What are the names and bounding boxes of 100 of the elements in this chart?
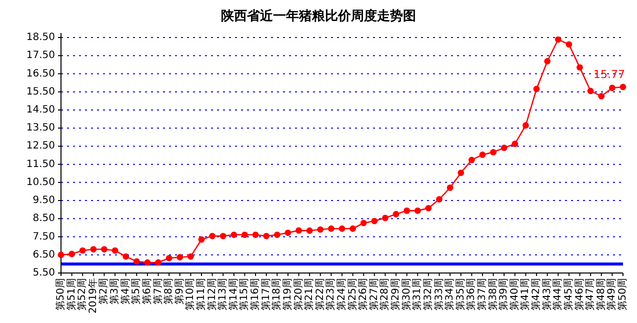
point [350, 225, 356, 232]
point [414, 207, 421, 214]
point [468, 156, 475, 164]
point [392, 210, 400, 218]
y-tick-label: 11.50 [26, 158, 55, 170]
x-tick-label: 第16周 [249, 278, 262, 311]
point [230, 232, 238, 238]
point [425, 204, 432, 212]
point [500, 144, 508, 152]
point [176, 254, 184, 260]
point [155, 259, 162, 266]
x-tick-label: 第6周 [140, 278, 153, 304]
point [436, 196, 442, 202]
point [68, 250, 76, 258]
y-tick-label: 7.50 [32, 231, 55, 242]
x-tick-label: 第12周 [206, 278, 218, 311]
y-tick-label: 14.50 [26, 104, 55, 116]
x-tick-label: 第45周 [562, 278, 574, 311]
y-tick-label: 17.50 [26, 50, 55, 62]
x-tick-label: 第13周 [216, 278, 229, 311]
point [187, 253, 194, 260]
point [371, 218, 378, 224]
x-tick-label: 第9周 [173, 278, 186, 304]
x-tick-label: 第41周 [519, 278, 532, 311]
data-label: 15.77 [594, 68, 625, 81]
x-tick-label: 第38周 [486, 278, 499, 311]
point [620, 84, 626, 90]
x-tick-label: 第25周 [346, 278, 358, 311]
y-tick-label: 5.50 [32, 268, 55, 278]
x-tick-label: 第36周 [465, 278, 478, 311]
point [263, 232, 270, 240]
point [544, 58, 551, 64]
x-tick-label: 第23周 [324, 278, 337, 311]
x-tick-label: 第33周 [432, 278, 445, 311]
point [166, 254, 172, 262]
point [608, 84, 616, 92]
x-tick-label: 第8周 [162, 278, 175, 304]
x-tick-label: 第11周 [195, 278, 207, 311]
x-tick-label: 第46周 [573, 278, 586, 311]
point [533, 86, 540, 92]
point [598, 93, 605, 100]
x-tick-label: 第14周 [227, 278, 240, 311]
point [566, 41, 572, 48]
x-tick-label: 第50周 [54, 278, 66, 311]
chart-title: 陕西省近一年猪粮比价周度走势图 [221, 8, 416, 24]
x-tick-label: 第31周 [411, 278, 424, 311]
x-tick-label: 第32周 [422, 278, 434, 311]
point [576, 64, 583, 71]
x-tick-label: 第27周 [368, 278, 380, 311]
x-tick-label: 第44周 [552, 278, 564, 311]
y-tick-label: 8.50 [32, 213, 55, 224]
point [382, 214, 388, 222]
x-tick-label: 第42周 [530, 278, 542, 311]
x-tick-label: 第17周 [260, 278, 272, 311]
x-tick-label: 第4周 [119, 278, 132, 304]
point [522, 122, 529, 129]
x-tick-label: 第40周 [508, 278, 520, 311]
point [479, 152, 486, 158]
x-tick-label: 第22周 [314, 278, 326, 311]
x-tick-label: 第39周 [498, 278, 510, 311]
y-tick-label: 9.50 [32, 195, 55, 206]
point [296, 227, 302, 234]
point [252, 232, 259, 238]
x-tick-label: 第2周 [98, 278, 110, 304]
point [209, 232, 216, 240]
point [317, 226, 324, 233]
point [122, 253, 130, 260]
point [490, 148, 497, 156]
point [133, 258, 140, 265]
x-tick-label: 第5周 [130, 278, 142, 304]
x-tick-label: 第20周 [292, 278, 304, 311]
point [338, 225, 346, 232]
x-tick-label: 第34周 [444, 278, 456, 311]
point [512, 140, 518, 148]
x-tick-label: 第50周 [616, 278, 628, 311]
x-tick-label: 第43周 [540, 278, 553, 311]
x-tick-label: 第37周 [476, 278, 488, 311]
point [328, 225, 334, 232]
x-tick-label: 第7周 [152, 278, 164, 304]
point [101, 246, 108, 252]
point [554, 36, 562, 43]
point [144, 259, 151, 266]
x-tick-label: 第18周 [270, 278, 283, 311]
x-tick-label: 第29周 [390, 278, 402, 311]
y-tick-label: 18.50 [26, 32, 55, 44]
point [306, 227, 313, 234]
point [79, 247, 86, 254]
point [274, 232, 280, 238]
point [446, 184, 454, 191]
x-tick-label: 第30周 [400, 278, 412, 311]
point [220, 232, 226, 240]
point [58, 252, 64, 258]
x-tick-label: 第19周 [281, 278, 294, 311]
y-tick-label: 15.50 [26, 86, 55, 98]
point [242, 232, 248, 238]
y-tick-label: 16.50 [26, 68, 55, 80]
point [587, 88, 594, 94]
y-tick-label: 12.50 [26, 140, 55, 152]
point [90, 246, 97, 252]
x-tick-label: 第24周 [336, 278, 348, 311]
